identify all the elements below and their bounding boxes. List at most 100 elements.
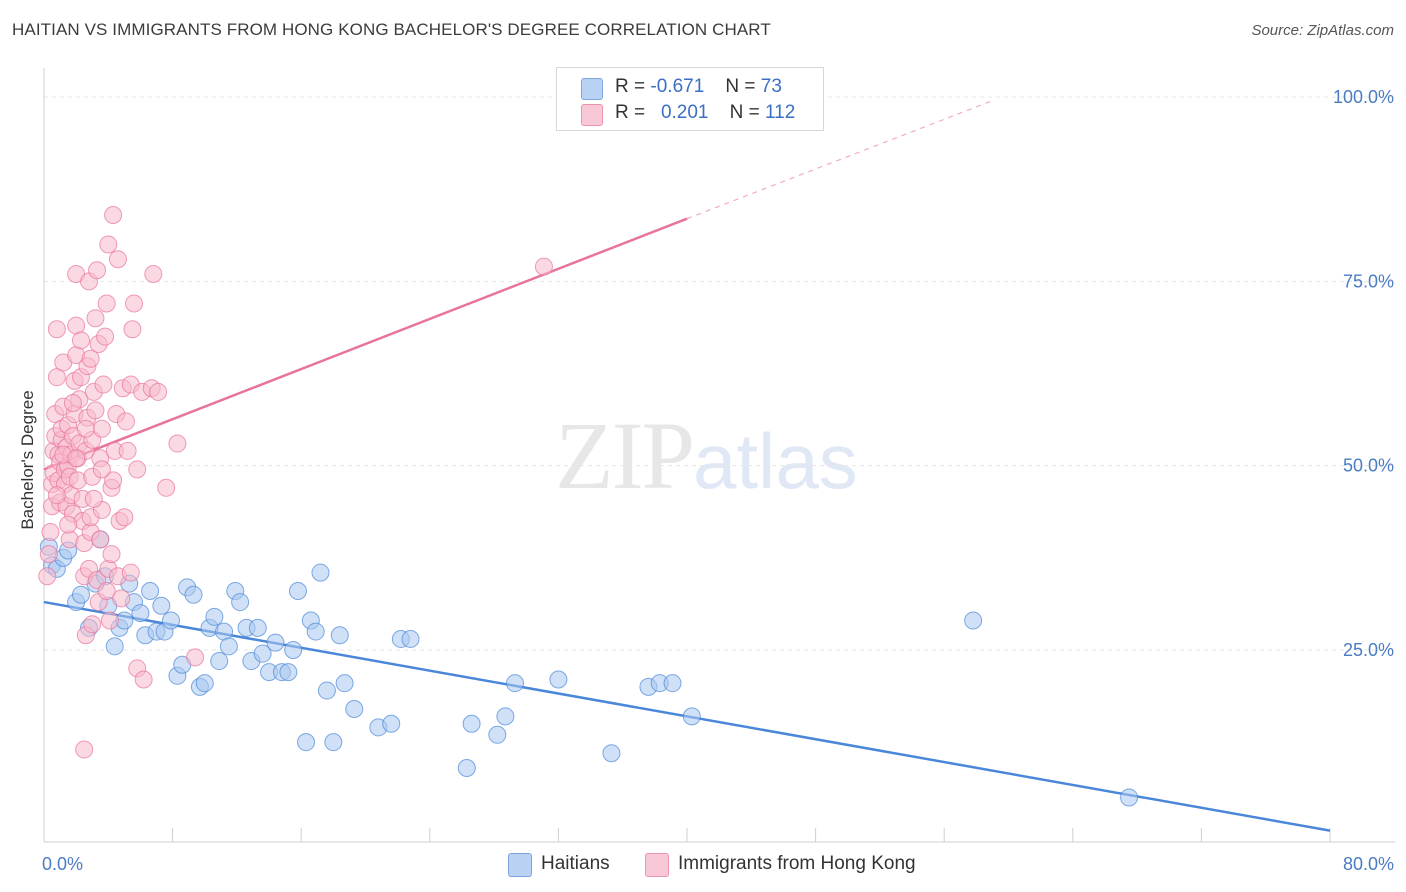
point-hongkong [71,331,90,350]
point-hongkong [168,434,187,453]
axis-labels: 25.0% 50.0% 75.0% 100.0% 0.0% 80.0% Bachelor's… [18,87,1394,874]
legend-swatch-hongkong [581,104,603,126]
point-hongkong [116,412,135,431]
point-hongkong [100,611,119,630]
x-tick-label: 80.0% [1343,854,1394,874]
point-haitians [401,629,420,648]
point-haitians [284,641,303,659]
point-haitians [324,733,343,752]
point-hongkong [91,530,110,549]
point-haitians [345,699,364,718]
point-hongkong [63,393,82,412]
point-haitians [488,725,507,744]
point-haitians [682,707,701,726]
point-hongkong [75,740,94,759]
point-haitians [205,607,224,626]
point-hongkong [121,563,140,582]
y-tick-label: 50.0% [1343,456,1394,476]
point-haitians [195,674,214,693]
trend-line-hongkong-extension [686,100,993,220]
watermark-zip: ZIP [555,402,695,509]
point-hongkong [83,615,102,634]
point-hongkong [534,257,553,276]
point-hongkong [94,375,113,394]
point-haitians [964,611,983,630]
point-hongkong [47,320,66,339]
point-hongkong [115,508,134,527]
point-hongkong [157,478,176,497]
legend-n-label: N = [729,102,760,123]
point-haitians [184,585,203,604]
point-haitians [306,622,325,641]
point-haitians [317,681,336,700]
point-hongkong [99,235,118,254]
point-hongkong [81,349,100,368]
legend-r-label: R = [615,76,646,97]
point-haitians [266,633,285,652]
x-tick-label: 0.0% [42,854,83,874]
point-hongkong [47,486,66,505]
point-haitians [253,644,272,663]
point-hongkong [104,471,123,490]
point-haitians [505,674,524,693]
point-haitians [297,733,316,752]
point-haitians [210,652,229,671]
point-haitians [462,714,481,733]
legend-r-value: 0.201 [660,102,709,123]
legend-n-label: N = [725,76,756,97]
series-label-hongkong: Immigrants from Hong Kong [678,853,916,874]
point-hongkong [97,294,116,313]
point-hongkong [134,670,153,689]
chart-title: HAITIAN VS IMMIGRANTS FROM HONG KONG BAC… [12,20,771,39]
point-hongkong [88,261,107,280]
legend-n-value: 112 [765,102,796,123]
legend-n-value: 73 [760,76,782,97]
point-haitians [1120,788,1139,807]
point-haitians [248,618,267,637]
point-haitians [457,758,476,777]
point-hongkong [38,567,57,586]
point-haitians [219,637,238,656]
point-haitians [231,593,250,612]
point-haitians [663,674,682,693]
point-haitians [152,596,171,615]
axes [43,68,1395,843]
source-label: Source: ZipAtlas.com [1251,22,1394,39]
point-hongkong [76,419,95,438]
point-haitians [311,563,330,582]
point-haitians [71,585,90,604]
point-hongkong [128,460,147,479]
point-hongkong [123,320,142,339]
point-haitians [335,674,354,693]
legend-r-label: R = [615,102,646,123]
point-hongkong [125,294,144,313]
point-hongkong [186,648,205,667]
point-hongkong [149,382,168,401]
point-haitians [279,663,298,682]
point-hongkong [108,250,127,269]
point-hongkong [92,460,111,479]
legend-r-value: -0.671 [650,76,705,97]
point-hongkong [86,401,105,420]
point-hongkong [97,582,116,601]
point-haitians [496,707,515,726]
point-haitians [602,744,621,763]
point-hongkong [96,327,115,346]
point-hongkong [84,489,103,508]
point-haitians [382,714,401,733]
correlation-legend: R = -0.671 N = 73 R = 0.201 N = 112 [556,67,824,131]
watermark-atlas: atlas [693,417,858,505]
series-legend: Haitians Immigrants from Hong Kong [0,852,1406,877]
point-hongkong [102,545,121,564]
point-haitians [131,604,150,623]
point-hongkong [39,545,58,564]
watermark: ZIPatlas [555,400,858,511]
trend-line-hongkong [43,217,688,471]
y-tick-label: 75.0% [1343,271,1394,291]
point-hongkong [86,309,105,328]
legend-swatch-haitians [581,78,603,100]
series-swatch-hongkong [645,853,669,877]
point-hongkong [59,515,78,534]
y-tick-label: 25.0% [1343,640,1394,660]
